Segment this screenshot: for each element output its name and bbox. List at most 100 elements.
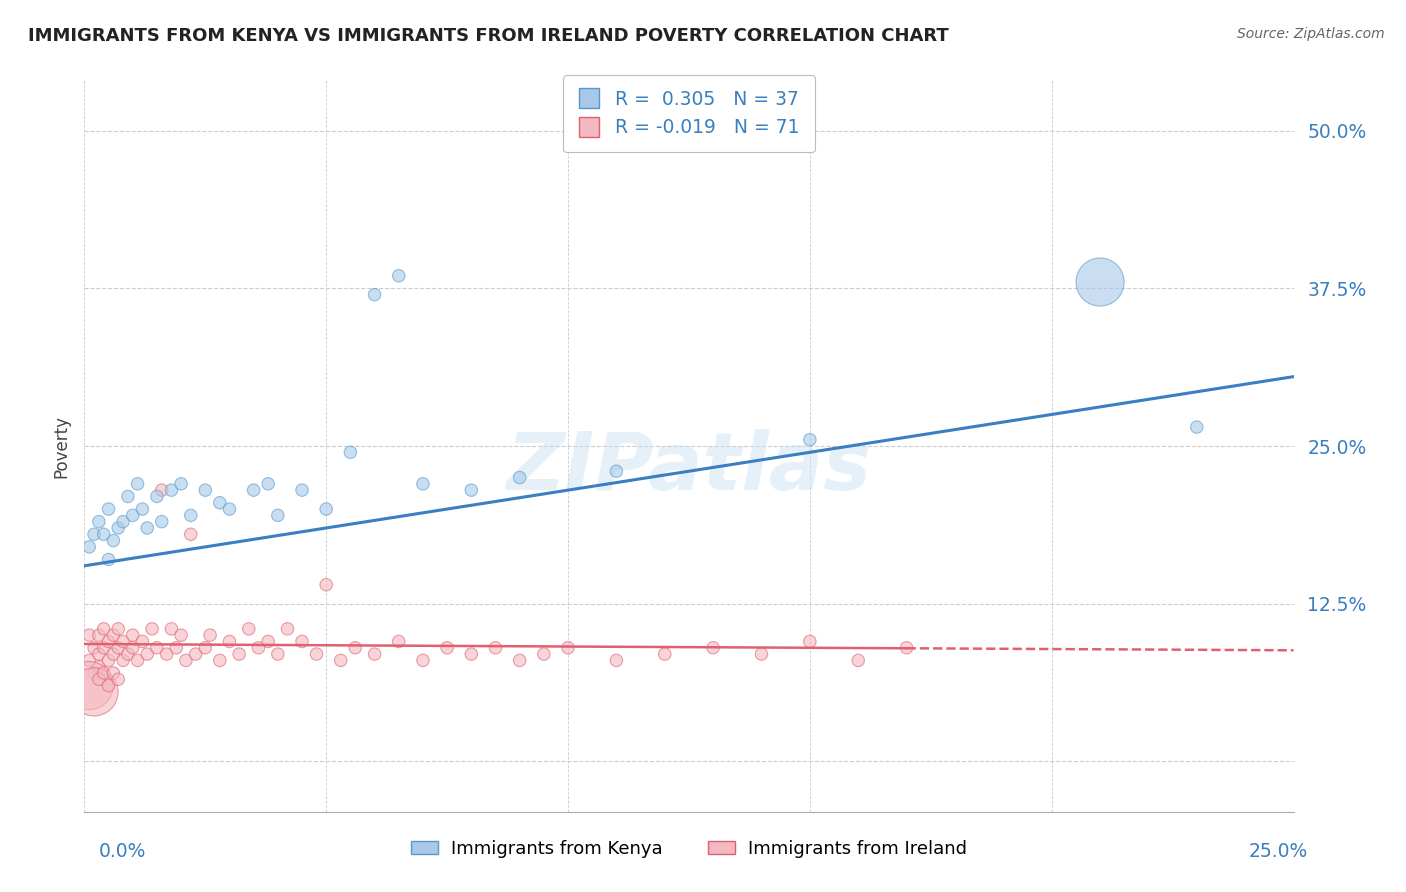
Point	[460, 647, 482, 661]
Point	[242, 483, 264, 497]
Point	[509, 653, 531, 667]
Point	[83, 665, 105, 680]
Point	[77, 628, 100, 642]
Text: 25.0%: 25.0%	[1249, 842, 1308, 861]
Point	[121, 628, 143, 642]
Point	[127, 653, 149, 667]
Point	[218, 634, 240, 648]
Point	[97, 502, 120, 516]
Point	[654, 647, 676, 661]
Point	[198, 628, 221, 642]
Point	[107, 622, 129, 636]
Point	[87, 647, 110, 661]
Point	[194, 640, 217, 655]
Point	[363, 647, 385, 661]
Point	[121, 508, 143, 523]
Point	[388, 268, 411, 283]
Text: IMMIGRANTS FROM KENYA VS IMMIGRANTS FROM IRELAND POVERTY CORRELATION CHART: IMMIGRANTS FROM KENYA VS IMMIGRANTS FROM…	[28, 27, 949, 45]
Point	[291, 483, 314, 497]
Point	[228, 647, 250, 661]
Point	[276, 622, 298, 636]
Point	[194, 483, 217, 497]
Point	[97, 634, 120, 648]
Point	[460, 483, 482, 497]
Point	[238, 622, 260, 636]
Point	[846, 653, 869, 667]
Point	[150, 483, 173, 497]
Point	[146, 640, 169, 655]
Point	[170, 476, 193, 491]
Point	[131, 634, 153, 648]
Point	[339, 445, 361, 459]
Point	[150, 515, 173, 529]
Point	[77, 540, 100, 554]
Point	[344, 640, 367, 655]
Point	[363, 287, 385, 301]
Point	[247, 640, 270, 655]
Text: Source: ZipAtlas.com: Source: ZipAtlas.com	[1237, 27, 1385, 41]
Point	[97, 552, 120, 566]
Point	[103, 628, 125, 642]
Point	[77, 679, 100, 693]
Point	[1185, 420, 1208, 434]
Point	[388, 634, 411, 648]
Point	[87, 673, 110, 687]
Point	[87, 659, 110, 673]
Point	[557, 640, 579, 655]
Point	[329, 653, 352, 667]
Point	[257, 634, 280, 648]
Point	[267, 647, 290, 661]
Point	[305, 647, 328, 661]
Point	[174, 653, 197, 667]
Point	[155, 647, 177, 661]
Point	[751, 647, 773, 661]
Point	[83, 527, 105, 541]
Point	[103, 647, 125, 661]
Point	[412, 653, 434, 667]
Point	[1088, 275, 1111, 289]
Point	[180, 508, 202, 523]
Point	[121, 640, 143, 655]
Point	[93, 527, 115, 541]
Point	[160, 483, 183, 497]
Y-axis label: Poverty: Poverty	[52, 415, 70, 477]
Point	[77, 653, 100, 667]
Point	[97, 653, 120, 667]
Point	[208, 496, 231, 510]
Point	[87, 628, 110, 642]
Point	[93, 640, 115, 655]
Point	[107, 521, 129, 535]
Point	[103, 533, 125, 548]
Point	[896, 640, 918, 655]
Point	[291, 634, 314, 648]
Point	[107, 673, 129, 687]
Point	[112, 515, 135, 529]
Point	[160, 622, 183, 636]
Point	[412, 476, 434, 491]
Point	[117, 647, 139, 661]
Point	[127, 476, 149, 491]
Legend: Immigrants from Kenya, Immigrants from Ireland: Immigrants from Kenya, Immigrants from I…	[404, 832, 974, 865]
Point	[112, 634, 135, 648]
Point	[97, 679, 120, 693]
Point	[257, 476, 280, 491]
Point	[93, 622, 115, 636]
Point	[146, 490, 169, 504]
Point	[436, 640, 458, 655]
Point	[605, 464, 627, 478]
Point	[799, 634, 821, 648]
Point	[165, 640, 187, 655]
Point	[315, 502, 337, 516]
Point	[533, 647, 555, 661]
Point	[315, 578, 337, 592]
Point	[218, 502, 240, 516]
Point	[112, 653, 135, 667]
Point	[117, 490, 139, 504]
Point	[208, 653, 231, 667]
Point	[180, 527, 202, 541]
Point	[184, 647, 207, 661]
Point	[141, 622, 163, 636]
Point	[267, 508, 290, 523]
Point	[136, 647, 159, 661]
Point	[131, 502, 153, 516]
